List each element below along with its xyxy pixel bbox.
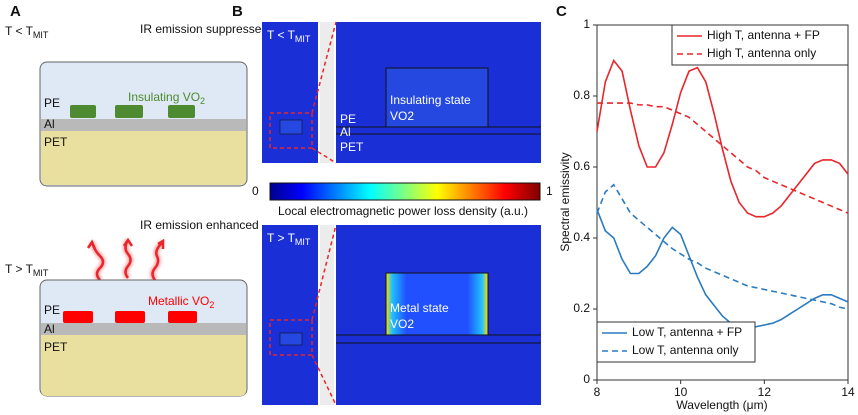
state-label: Metal state [390,301,449,315]
data-line [596,209,849,328]
colorbar-label: Local electromagnetic power loss density… [278,204,528,218]
y-axis-label: Spectral emissivity [558,152,572,251]
y-tick-label: 0.4 [573,230,590,244]
y-tick-label: 1 [583,17,590,31]
data-line [596,58,849,218]
y-tick-label: 0.2 [573,301,590,315]
panel-label: C [556,3,567,20]
condition: T < TMIT [5,24,49,40]
vo2-text: Metallic VO [148,294,209,308]
data-line [597,102,849,214]
legend-box [596,321,756,363]
legend-label: High T, antenna + FP [707,28,820,42]
material-label: VO2 [390,317,414,331]
device-bottom [39,279,248,397]
vo2-text: Insulating VO [128,90,200,104]
y-tick-label: 0.6 [573,159,590,173]
layer-label: Al [44,117,55,131]
condition-sub: MIT [33,268,49,278]
condition: T < TMIT [267,28,311,44]
vo2-sub: 2 [200,96,205,106]
y-tick-label: 0 [583,372,590,386]
condition-sub: MIT [295,237,311,247]
x-tick-label: 8 [594,385,601,399]
caption: IR emission enhanced [140,218,259,232]
panel-label: A [10,3,21,20]
legend-label: Low T, antenna only [632,343,739,357]
colorbar [269,182,541,201]
colorbar-max: 1 [546,184,553,198]
condition-sub: MIT [33,30,49,40]
legend: Low T, antenna + FP Low T, antenna only [596,321,756,363]
condition-text: T < T [267,28,296,42]
layer-label: PET [44,135,68,149]
legend-label: Low T, antenna + FP [632,325,742,339]
layer-label: PE [44,303,60,317]
legend-label: High T, antenna only [707,46,816,60]
condition: T > TMIT [5,262,49,278]
x-axis-label: Wavelength (μm) [676,398,767,412]
vo2-label: Insulating VO2 [128,90,205,106]
panel-label: B [232,3,243,20]
layer-label: Al [340,125,351,139]
condition-text: T > T [267,231,296,245]
condition: T > TMIT [267,231,311,247]
state-label: Insulating state [390,93,471,107]
condition-text: T < T [5,24,34,38]
legend: High T, antenna + FP High T, antenna only [671,24,849,66]
layer-label: PET [340,140,364,154]
emission-arrows [86,237,165,282]
simulation-bottom [262,224,541,406]
y-tick-label: 0.8 [573,88,590,102]
simulation-top [262,21,541,164]
vo2-label: Metallic VO2 [148,294,214,310]
x-tick-label: 12 [758,385,772,399]
material-label: VO2 [390,109,414,123]
layer-label: Al [44,322,55,336]
data-line [596,183,849,310]
condition-text: T > T [5,262,34,276]
vo2-sub: 2 [209,300,214,310]
condition-sub: MIT [295,34,311,44]
x-tick-label: 14 [841,385,855,399]
layer-label: PE [340,112,356,126]
legend-box [671,24,849,66]
layer-label: PE [44,96,60,110]
caption: IR emission suppressed [140,22,268,36]
layer-label: PET [44,340,68,354]
x-tick-label: 10 [674,385,688,399]
device-top [39,61,248,187]
colorbar-min: 0 [252,184,259,198]
